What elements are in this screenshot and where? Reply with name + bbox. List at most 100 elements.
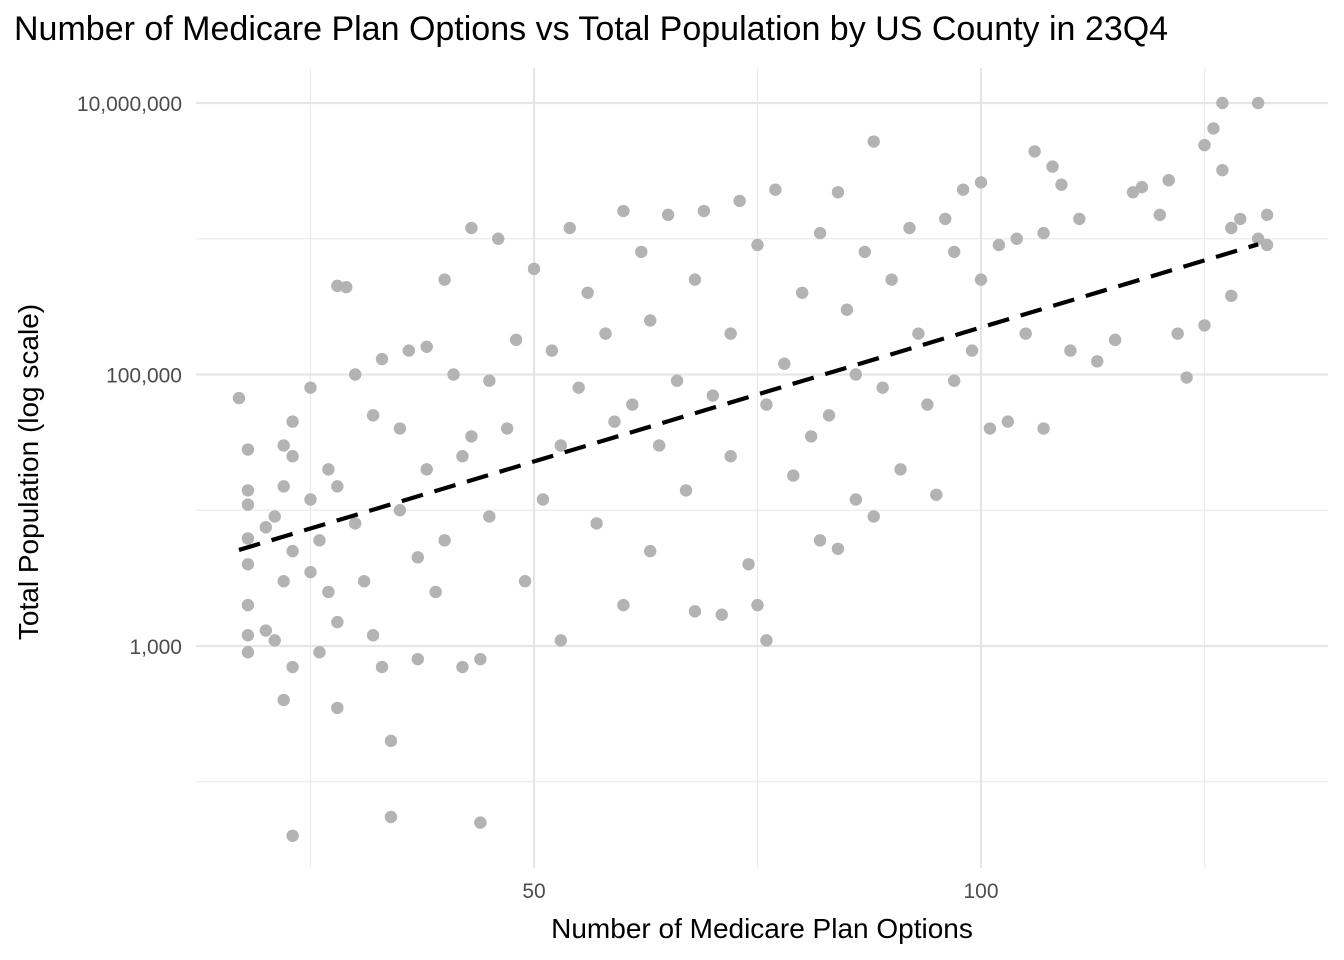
- data-point: [813, 534, 827, 547]
- data-point: [456, 450, 469, 463]
- data-point: [760, 398, 773, 411]
- data-point: [438, 534, 451, 547]
- data-point: [527, 262, 541, 276]
- data-point: [259, 521, 272, 534]
- data-point: [536, 493, 550, 506]
- chart-title: Number of Medicare Plan Options vs Total…: [14, 10, 1169, 48]
- data-point: [787, 469, 800, 482]
- data-point: [447, 368, 460, 381]
- data-point: [465, 430, 478, 443]
- data-point: [590, 517, 603, 530]
- data-point: [357, 575, 371, 588]
- data-point: [500, 422, 514, 435]
- data-point: [1260, 208, 1274, 222]
- data-point: [581, 286, 594, 299]
- data-point: [599, 327, 612, 340]
- data-point: [241, 598, 255, 612]
- data-point: [760, 634, 773, 647]
- data-point: [778, 357, 791, 370]
- data-point: [965, 344, 979, 357]
- y-tick-label: 100,000: [106, 365, 182, 388]
- data-point: [1064, 344, 1077, 357]
- data-point: [688, 605, 702, 618]
- data-point: [1207, 122, 1220, 135]
- data-point: [1091, 355, 1104, 368]
- data-point: [1135, 180, 1149, 194]
- data-point: [849, 493, 863, 506]
- data-point: [947, 245, 961, 259]
- data-point: [456, 660, 469, 674]
- data-point: [1153, 208, 1167, 222]
- data-point: [259, 624, 272, 637]
- data-point: [483, 374, 496, 387]
- data-point: [1216, 163, 1229, 177]
- data-point: [411, 652, 424, 666]
- data-point: [313, 646, 326, 659]
- data-point: [241, 498, 255, 511]
- data-point: [1037, 422, 1050, 435]
- data-point: [393, 504, 407, 517]
- data-point: [313, 534, 326, 547]
- trend-line: [238, 242, 1259, 552]
- data-point: [796, 286, 809, 299]
- data-point: [626, 398, 639, 411]
- data-point: [813, 226, 827, 240]
- data-point: [715, 608, 728, 621]
- data-point: [670, 374, 684, 387]
- data-point: [268, 510, 281, 523]
- data-point: [545, 344, 559, 357]
- data-point: [903, 221, 916, 235]
- data-point: [1073, 212, 1086, 226]
- data-point: [384, 734, 398, 748]
- data-point: [1162, 173, 1175, 187]
- data-point: [1046, 160, 1059, 173]
- data-point: [268, 634, 281, 647]
- x-tick-label: 50: [522, 880, 545, 903]
- data-point: [1108, 333, 1122, 347]
- data-point: [724, 450, 737, 463]
- data-point: [956, 183, 970, 196]
- data-point: [554, 634, 568, 647]
- data-point: [286, 544, 299, 558]
- data-point: [822, 409, 836, 422]
- data-point: [831, 542, 845, 556]
- data-point: [366, 409, 380, 422]
- data-point: [751, 598, 764, 612]
- data-point: [277, 693, 290, 707]
- y-axis-ticks: 1,000 100,000 10,000,000: [77, 93, 182, 659]
- data-point: [563, 221, 576, 235]
- data-point: [751, 238, 764, 252]
- data-point: [232, 391, 246, 405]
- data-point: [1216, 96, 1229, 110]
- y-axis-title: Total Population (log scale): [13, 304, 44, 640]
- data-point: [1171, 327, 1184, 340]
- data-point: [1198, 319, 1211, 332]
- data-point: [1037, 226, 1050, 240]
- data-point: [241, 443, 255, 456]
- data-point: [474, 652, 487, 666]
- data-point: [652, 439, 666, 452]
- major-gridlines: [196, 68, 1328, 868]
- data-point: [241, 484, 255, 497]
- data-point: [831, 186, 845, 199]
- data-point: [349, 517, 362, 530]
- data-point: [375, 352, 389, 366]
- data-point: [983, 422, 997, 435]
- data-point: [921, 398, 934, 411]
- data-point: [608, 415, 621, 428]
- data-point: [509, 333, 523, 347]
- data-point: [617, 204, 630, 218]
- data-point: [286, 450, 299, 463]
- minor-gridlines: [196, 68, 1328, 868]
- data-point: [474, 816, 487, 829]
- data-point: [804, 430, 818, 443]
- data-point: [420, 340, 433, 353]
- data-point: [742, 558, 755, 571]
- data-point: [331, 615, 344, 629]
- x-tick-label: 100: [963, 880, 998, 903]
- data-point: [840, 303, 854, 316]
- data-point: [697, 204, 711, 218]
- data-point: [277, 439, 290, 452]
- x-axis-ticks: 50 100: [522, 880, 998, 903]
